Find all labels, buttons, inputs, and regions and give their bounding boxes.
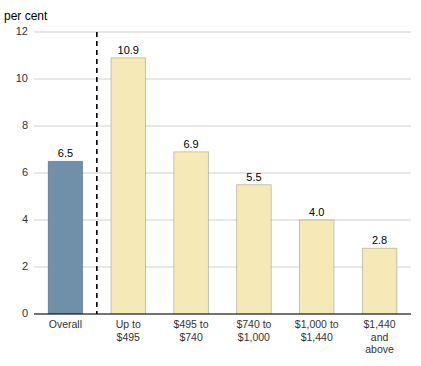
bar	[237, 185, 272, 314]
x-tick-label: $1,440andabove	[364, 318, 396, 355]
y-tick-label: 4	[22, 213, 28, 225]
x-axis-line	[34, 313, 411, 314]
separator	[96, 32, 98, 314]
data-label: 6.5	[58, 147, 73, 159]
bar	[174, 152, 209, 314]
grid-line	[34, 79, 411, 80]
data-label: 4.0	[309, 206, 324, 218]
x-tick-label: Up to$495	[116, 318, 141, 343]
data-label: 6.9	[183, 138, 198, 150]
y-axis-label: per cent	[4, 9, 48, 23]
data-label: 5.5	[246, 171, 261, 183]
chart: 0 2 4 6 8 10 12 6.5 10.9 6.9 5.5 4.0 2.8 Overall Up to…	[0, 0, 421, 366]
data-label: 2.8	[372, 234, 387, 246]
grid-line	[34, 173, 411, 174]
y-tick-label: 12	[16, 25, 28, 37]
y-tick-label: 6	[22, 166, 28, 178]
y-tick-label: 8	[22, 119, 28, 131]
y-tick-label: 0	[22, 307, 28, 319]
y-tick-label: 10	[16, 72, 28, 84]
bar	[362, 248, 397, 314]
bars	[48, 58, 397, 314]
bar	[299, 220, 334, 314]
x-tick-label: Overall	[49, 318, 82, 330]
grid-line	[34, 126, 411, 127]
grid	[34, 32, 411, 314]
grid-line	[34, 267, 411, 268]
y-tick-label: 2	[22, 260, 28, 272]
grid-line	[34, 314, 411, 315]
x-tick-label: $740 to$1,000	[236, 318, 271, 343]
grid-line	[34, 220, 411, 221]
x-tick-label: $1,000 to$1,440	[295, 318, 339, 343]
data-label: 10.9	[118, 44, 139, 56]
grid-line	[34, 32, 411, 33]
x-tick-label: $495 to$740	[174, 318, 209, 343]
bar	[48, 161, 83, 314]
bar	[111, 58, 146, 314]
